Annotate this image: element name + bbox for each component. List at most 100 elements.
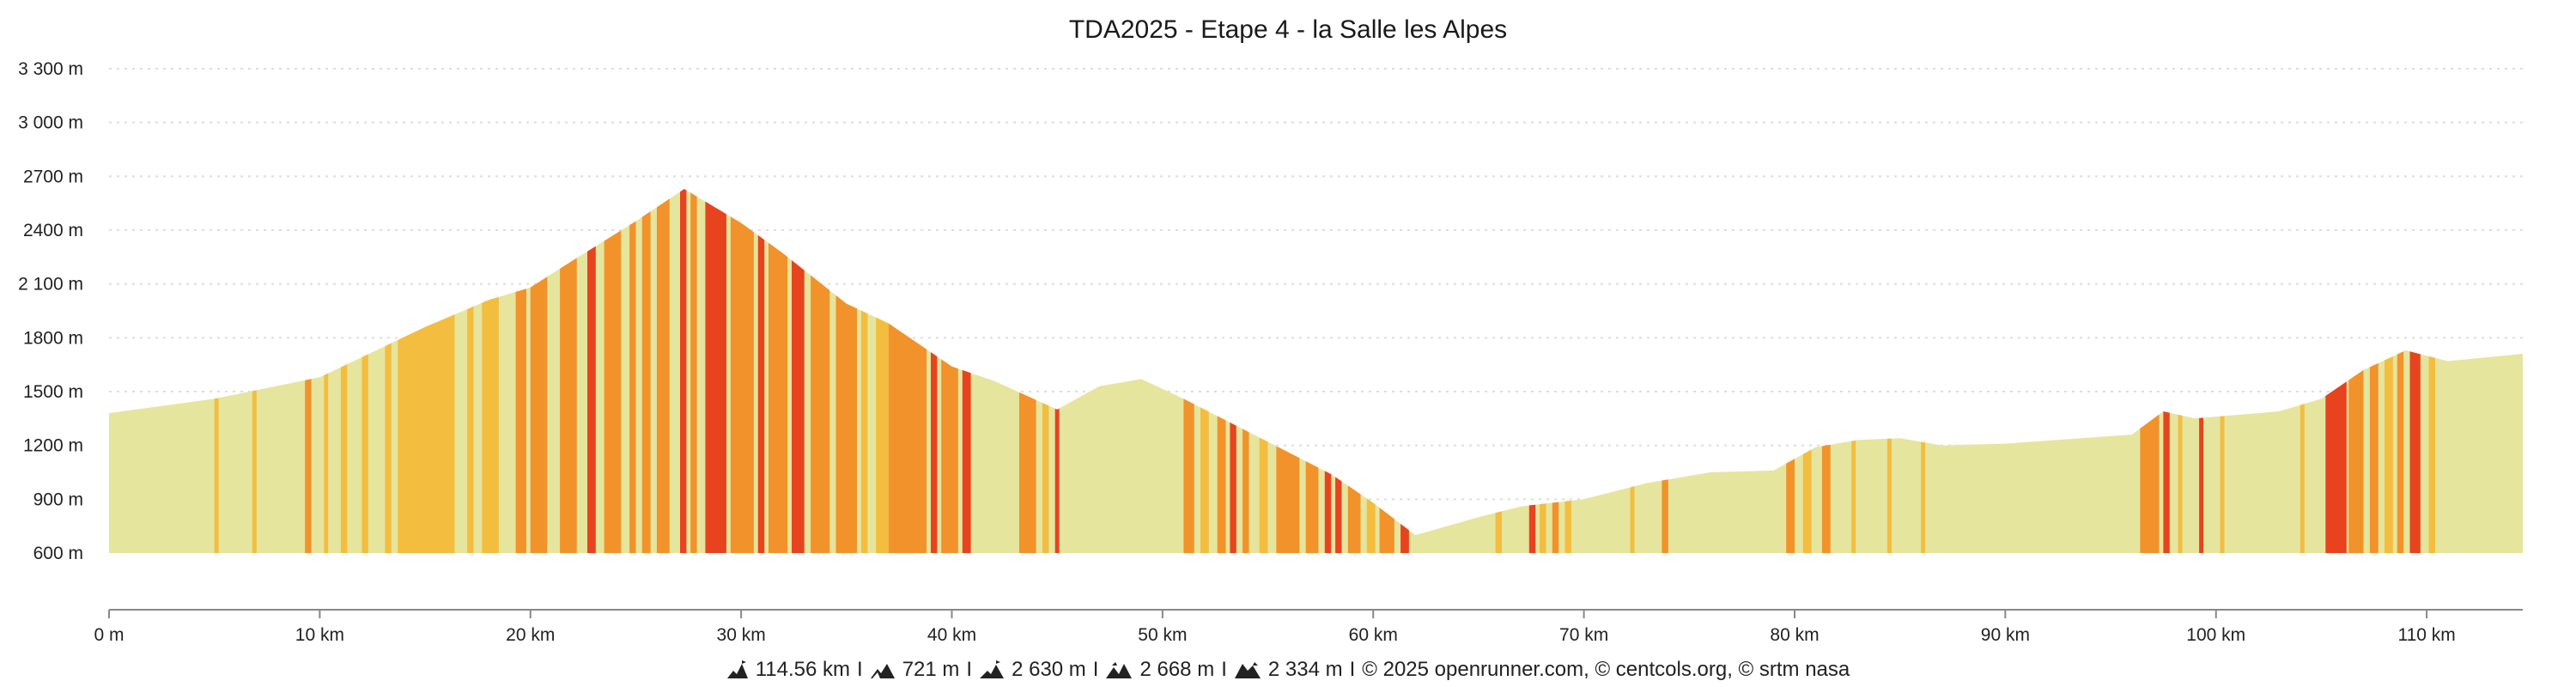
separator: I (857, 658, 863, 681)
credits-text: © 2025 openrunner.com, © centcols.org, ©… (1362, 658, 1850, 681)
slope-segment-medium (730, 189, 754, 553)
slope-segment-medium (1786, 189, 1795, 553)
slope-segment-steep (931, 189, 938, 553)
slope-segment-steep (792, 189, 805, 553)
y-tick-label: 2 100 m (18, 275, 83, 295)
separator: I (966, 658, 973, 681)
slope-segment-light (2300, 189, 2305, 553)
slope-segment-steep (1054, 189, 1060, 553)
ascent-stat: 721 m (870, 658, 960, 682)
x-tick-label: 80 km (1770, 625, 1819, 645)
slope-segment-medium (941, 189, 958, 553)
x-tick-label: 60 km (1349, 625, 1398, 645)
slope-segment-light (252, 189, 257, 553)
slope-segment-light (1564, 189, 1571, 553)
ascent-value: 721 m (902, 658, 960, 681)
elevation-chart: 600 m 900 m 1200 m 1500 m 1800 m 2 100 m 2400 … (18, 59, 2523, 645)
x-tick-label: 100 km (2186, 625, 2245, 645)
slope-segment-steep (680, 189, 687, 553)
slope-segment-light (1802, 189, 1812, 553)
x-tick-label: 40 km (927, 625, 976, 645)
max-altitude-value: 2 630 m (1012, 658, 1086, 681)
slope-segment-medium (560, 189, 577, 553)
slope-segment-light (861, 189, 868, 553)
slope-segment-medium (1242, 189, 1249, 553)
slope-segment-steep (962, 189, 971, 553)
distance-value: 114.56 km (755, 658, 851, 681)
slope-segment-light (2220, 189, 2225, 553)
slope-segment-light (1887, 189, 1892, 553)
slope-segment-medium (1305, 189, 1319, 553)
slope-segment-steep (1400, 189, 1409, 553)
x-tick-label: 70 km (1559, 625, 1608, 645)
slope-segment-light (1042, 189, 1049, 553)
slope-segment-light (361, 189, 368, 553)
slope-segment-medium (515, 189, 526, 553)
slope-segment-medium (690, 189, 697, 553)
slope-segment-medium (530, 189, 548, 553)
slope-segment-light (1851, 189, 1856, 553)
slope-segment-medium (1552, 189, 1559, 553)
slope-segment-light (1495, 189, 1502, 553)
slope-segment-medium (888, 189, 927, 553)
y-tick-label: 2400 m (23, 221, 83, 240)
x-axis-ticks: 0 m 10 km 20 km 30 km 40 km 50 km 60 km 70 km 80… (94, 610, 2456, 645)
slope-segment-medium (1379, 189, 1394, 553)
slope-segment-steep (2199, 189, 2203, 553)
slope-segment-light (1630, 189, 1635, 553)
slope-segment-light (482, 189, 499, 553)
y-tick-label: 1800 m (23, 328, 83, 348)
slope-segment-steep (757, 189, 765, 553)
chart-title: TDA2025 - Etape 4 - la Salle les Alpes (1068, 15, 1508, 44)
slope-segment-light (1366, 189, 1376, 553)
slope-segment-light (467, 189, 474, 553)
y-tick-label: 3 000 m (18, 113, 83, 133)
slope-segment-steep (2163, 189, 2170, 553)
slope-segment-medium (629, 189, 636, 553)
slope-segment-medium (835, 189, 857, 553)
x-tick-label: 0 m (94, 625, 124, 645)
max-altitude-stat: 2 630 m (979, 658, 1086, 682)
slope-segment-medium (1821, 189, 1831, 553)
route-stats-bar: 114.56 km I 721 m I 2 630 m I 2 668 m (0, 656, 2576, 684)
x-tick-label: 10 km (295, 625, 344, 645)
separator: I (1221, 658, 1227, 681)
separator: I (1092, 658, 1099, 681)
x-tick-label: 110 km (2397, 625, 2455, 645)
slope-segment-medium (2140, 189, 2160, 553)
slope-segment-light (398, 189, 455, 553)
slope-segment-light (214, 189, 219, 553)
slope-segment-steep (1528, 189, 1536, 553)
slope-segment-light (385, 189, 392, 553)
separator: I (1349, 658, 1356, 681)
slope-segment-light (2178, 189, 2183, 553)
y-axis-ticks: 600 m 900 m 1200 m 1500 m 1800 m 2 100 m 2400 … (18, 59, 83, 563)
elevation-area[interactable] (109, 60, 2523, 553)
slope-segment-medium (1019, 189, 1036, 553)
slope-segment-light (1259, 189, 1268, 553)
distance-icon (726, 660, 748, 678)
slope-segment-steep (705, 189, 726, 553)
slope-segment-medium (1276, 189, 1300, 553)
slope-segment-medium (1347, 189, 1361, 553)
elevation-loss-value: 2 334 m (1267, 658, 1343, 681)
elevation-gain-icon (1106, 662, 1133, 678)
slope-segment-steep (1230, 189, 1236, 553)
y-tick-label: 2700 m (23, 167, 83, 186)
x-tick-label: 90 km (1981, 625, 2030, 645)
slope-segment-medium (1217, 189, 1226, 553)
slope-segment-medium (769, 189, 788, 553)
elevation-gain-value: 2 668 m (1139, 658, 1215, 681)
slope-segment-medium (305, 189, 312, 553)
slope-segment-medium (1662, 189, 1668, 553)
slope-segment-light (1540, 189, 1546, 553)
slope-segment-light (876, 189, 889, 553)
slope-segment-light (1200, 189, 1209, 553)
slope-segment-medium (641, 189, 651, 553)
slope-segment-steep (2325, 189, 2347, 553)
y-tick-label: 900 m (33, 489, 83, 509)
elevation-loss-stat: 2 334 m (1234, 658, 1343, 682)
slope-segment-steep (587, 189, 596, 553)
slope-segment-medium (604, 189, 622, 553)
